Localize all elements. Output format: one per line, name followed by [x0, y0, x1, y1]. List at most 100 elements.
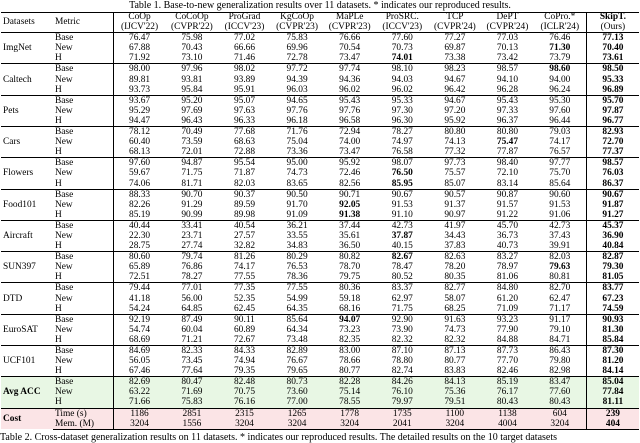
value-cell: 72.94: [323, 126, 376, 138]
value-cell: 36.50: [339, 241, 361, 252]
value-cell: 94.10: [496, 74, 518, 85]
value-cell: 92.90: [375, 313, 429, 325]
value-cell: 2851: [165, 407, 219, 419]
value-cell: 40.15: [391, 241, 413, 252]
value-cell: 85.64: [270, 313, 324, 325]
value-cell: 404: [585, 418, 639, 430]
table-row: H 68.13 72.01 72.88 73.36 73.47 76.58 77.32 77.8…: [1, 147, 639, 158]
table-row: New 22.30 23.71 27.57 33.55 35.61 37.87 34.43 36…: [1, 230, 639, 242]
value-cell: 72.01: [181, 147, 203, 158]
value-cell: 92.05: [339, 199, 361, 210]
value-cell: 82.89: [270, 345, 324, 357]
value-cell: 81.26: [218, 251, 271, 263]
table-row: H 67.46 77.64 79.35 79.65 80.77 82.74 83.83 82.4…: [1, 366, 639, 377]
value-cell: 97.33: [496, 105, 518, 116]
value-cell: 78.70: [339, 262, 361, 273]
value-cell: 83.47: [533, 376, 587, 388]
value-cell: 82.67: [375, 251, 429, 263]
value-cell: 95.92: [323, 157, 376, 169]
table-row: New 63.22 71.69 70.75 73.60 75.14 76.10 75.36 76…: [1, 387, 639, 398]
value-cell: 96.42: [444, 84, 466, 95]
method-header: SkipT. (Ours): [585, 12, 639, 33]
dataset-cell: Cars: [1, 126, 53, 158]
value-cell: 62.97: [391, 293, 413, 304]
value-cell: 74.59: [585, 303, 639, 315]
value-cell: 91.38: [339, 209, 361, 220]
value-cell: 94.36: [339, 74, 361, 85]
value-cell: 58.07: [444, 293, 466, 304]
value-cell: 82.48: [218, 376, 271, 388]
value-cell: 91.27: [585, 209, 639, 221]
value-cell: 76.67: [286, 356, 308, 367]
value-cell: 62.47: [549, 293, 571, 304]
value-cell: 85.84: [585, 334, 639, 346]
value-cell: 62.45: [233, 303, 256, 314]
value-cell: 89.98: [233, 209, 256, 220]
value-cell: 85.07: [444, 178, 466, 189]
metric-cell: H: [53, 53, 114, 64]
value-cell: 97.76: [286, 105, 308, 116]
metric-cell: H: [53, 334, 114, 346]
value-cell: 27.74: [181, 241, 203, 252]
value-cell: 78.80: [391, 356, 413, 367]
dataset-cell: Flowers: [1, 157, 53, 190]
value-cell: 1186: [113, 407, 166, 419]
value-cell: 77.90: [496, 324, 518, 335]
value-cell: 84.69: [113, 345, 166, 357]
value-cell: 83.14: [496, 178, 518, 189]
metric-cell: H: [53, 178, 114, 190]
value-cell: 40.84: [585, 241, 639, 252]
value-cell: 74.94: [233, 356, 256, 367]
value-cell: 96.18: [286, 115, 308, 126]
value-cell: 76.86: [181, 262, 203, 273]
value-cell: 77.64: [181, 366, 203, 377]
value-cell: 82.03: [233, 178, 256, 189]
value-cell: 90.37: [218, 188, 271, 200]
value-cell: 40.44: [113, 219, 166, 231]
value-cell: 85.04: [585, 376, 639, 388]
value-cell: 54.99: [286, 293, 308, 304]
method-venue: (ICCV'23): [382, 21, 423, 32]
value-cell: 96.28: [496, 84, 518, 95]
value-cell: 40.73: [496, 241, 518, 252]
dataset-cell: DTD: [1, 282, 53, 315]
value-cell: 82.46: [496, 366, 518, 377]
value-cell: 1735: [375, 407, 429, 419]
value-cell: 87.10: [375, 345, 429, 357]
method-name: DePT: [496, 12, 519, 22]
value-cell: 82.98: [549, 366, 571, 377]
value-cell: 80.73: [270, 376, 324, 388]
table-row: Cost Time (s) 1186 2851 2315 1265 1778 1735 1100…: [1, 407, 639, 430]
value-cell: 84.80: [481, 282, 534, 294]
value-cell: 70.49: [165, 126, 219, 138]
value-cell: 74.73: [444, 324, 466, 335]
value-cell: 98.00: [113, 63, 166, 75]
value-cell: 94.00: [549, 74, 571, 85]
value-cell: 96.03: [286, 84, 308, 95]
value-cell: 83.83: [444, 366, 466, 377]
metric-cell: New: [53, 199, 114, 210]
value-cell: 93.73: [129, 84, 151, 95]
value-cell: 95.00: [270, 157, 324, 169]
value-cell: 98.10: [375, 63, 429, 75]
value-cell: 71.92: [129, 53, 151, 64]
metric-cell: New: [53, 137, 114, 148]
value-cell: 60.40: [129, 137, 151, 148]
value-cell: 68.13: [129, 147, 151, 158]
method-venue: (CVPR'22): [170, 21, 213, 32]
table-row: New 65.89 76.86 74.17 76.53 78.70 78.47 78.20 78…: [1, 262, 639, 273]
value-cell: 40.54: [218, 219, 271, 231]
value-cell: 97.69: [181, 105, 203, 116]
value-cell: 42.73: [533, 219, 587, 231]
value-cell: 97.30: [391, 105, 413, 116]
value-cell: 72.10: [496, 168, 518, 179]
value-cell: 94.67: [428, 94, 482, 106]
method-venue: (IJCV'22): [120, 21, 159, 32]
value-cell: 36.21: [270, 219, 324, 231]
dataset-cell: Cost: [1, 407, 53, 430]
metric-cell: H: [53, 272, 114, 283]
metric-cell: Base: [53, 376, 114, 388]
value-cell: 74.01: [391, 53, 413, 64]
value-cell: 66.66: [233, 43, 256, 54]
table-row: H 93.73 95.84 95.91 96.03 96.02 96.02 96.42 96.2…: [1, 84, 639, 96]
